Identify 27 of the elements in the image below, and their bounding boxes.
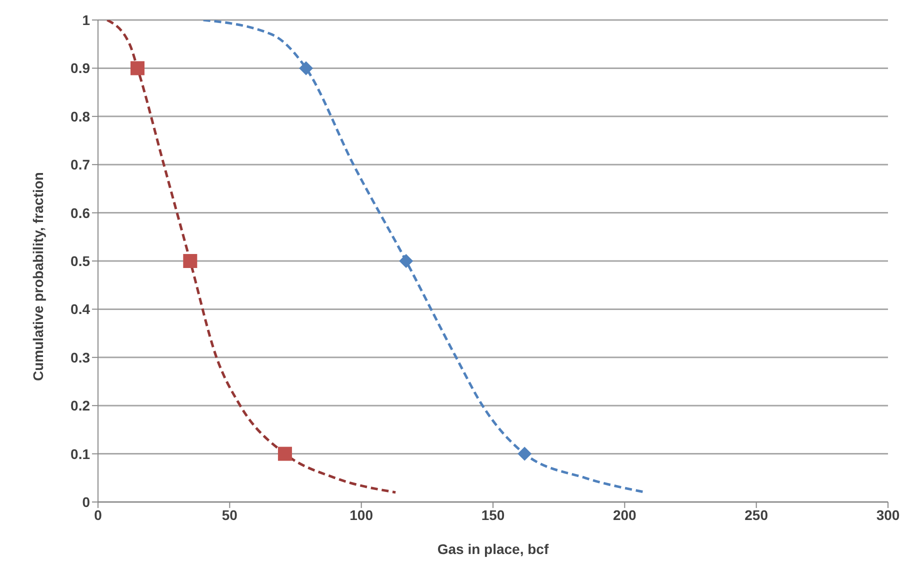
y-tick-label: 0.3 <box>70 349 90 366</box>
y-tick-label: 1 <box>82 12 90 28</box>
y-tick-label: 0.1 <box>70 446 90 462</box>
x-tick-label: 200 <box>612 506 637 523</box>
x-tick-label: 300 <box>876 506 900 523</box>
point <box>278 446 292 461</box>
y-tick-label: 0 <box>82 494 90 510</box>
point <box>518 446 532 461</box>
y-tick-label: 0.2 <box>70 398 90 414</box>
point <box>183 254 198 268</box>
x-tick-label: 150 <box>481 506 505 523</box>
line-series <box>106 20 397 494</box>
y-tick-label: 0.9 <box>70 60 90 76</box>
x-axis-title: Gas in place, bcf <box>437 541 549 557</box>
y-tick-label: 0.4 <box>70 301 90 318</box>
y-tick-label: 0.7 <box>70 156 90 173</box>
y-axis-title: Cumulative probability, fraction <box>30 172 46 381</box>
y-tick-label: 0.8 <box>70 108 90 124</box>
y-tick-label: 0.5 <box>70 252 90 269</box>
x-tick-label: 50 <box>222 506 238 523</box>
x-tick-label: 100 <box>350 506 374 523</box>
point <box>399 254 414 268</box>
x-tick-label: 0 <box>94 506 102 523</box>
x-tick-label: 250 <box>744 506 768 523</box>
point <box>299 61 314 76</box>
y-tick-label: 0.6 <box>70 204 90 221</box>
point <box>130 61 144 76</box>
